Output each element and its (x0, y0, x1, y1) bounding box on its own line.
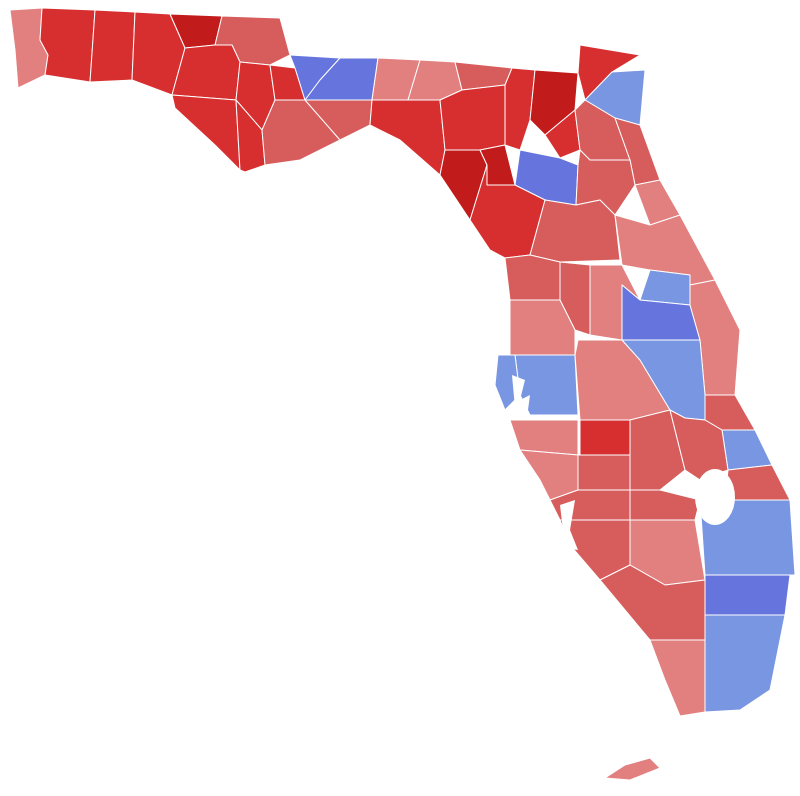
county (604, 757, 661, 781)
county (369, 99, 446, 176)
county (629, 489, 701, 521)
county (577, 454, 631, 491)
county (89, 9, 136, 83)
county (721, 429, 773, 471)
county (704, 614, 786, 713)
county (639, 269, 691, 306)
county (235, 99, 266, 173)
county (504, 67, 536, 151)
county (669, 409, 729, 481)
county (559, 261, 591, 336)
charlotte-harbor (560, 500, 578, 550)
county (519, 449, 579, 501)
county (579, 419, 631, 456)
county (171, 94, 241, 171)
county (529, 199, 621, 263)
tampa-bay (512, 375, 530, 410)
county (39, 7, 96, 83)
county (704, 574, 791, 616)
lake-okeechobee (695, 469, 735, 525)
counties (9, 7, 796, 781)
county (649, 639, 706, 717)
county (509, 299, 576, 356)
county (494, 354, 521, 411)
county (504, 254, 561, 301)
